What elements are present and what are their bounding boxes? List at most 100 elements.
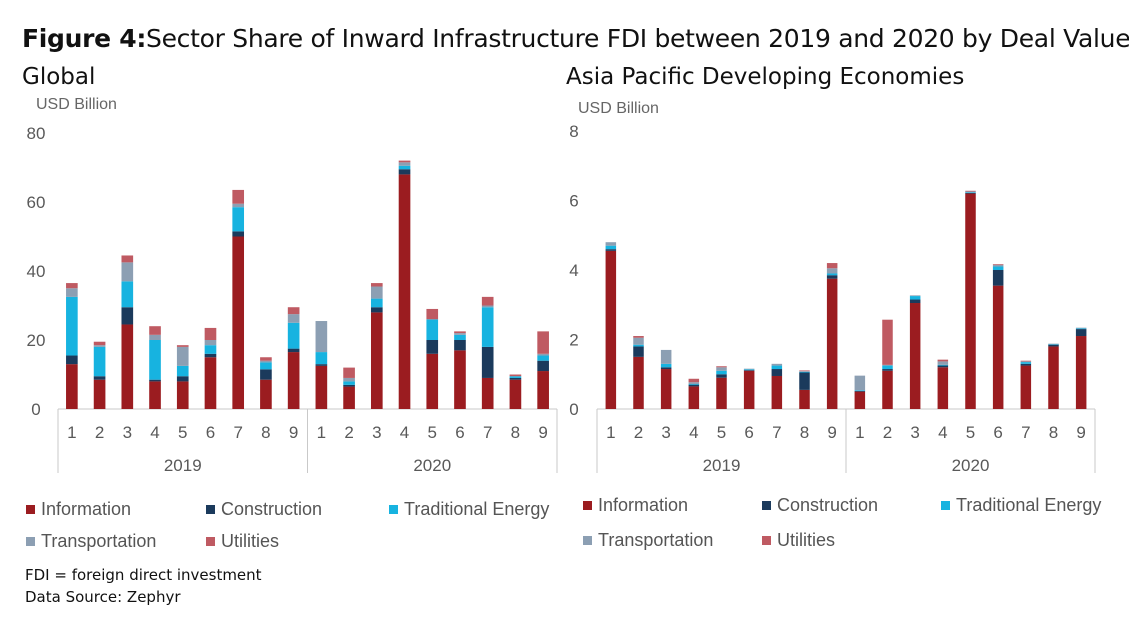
bar-segment-construction <box>176 376 189 382</box>
legend-label: Transportation <box>41 531 157 551</box>
x-tick-label: 3 <box>123 423 132 442</box>
y-tick-label: 2 <box>569 331 578 350</box>
x-tick-label: 2 <box>883 423 892 442</box>
legend-item-traditional-energy: Traditional Energy <box>389 499 549 520</box>
bar-segment-information <box>937 367 949 409</box>
bar-segment-transportation <box>93 345 106 347</box>
bar-segment-information <box>370 312 383 409</box>
bar-segment-transportation <box>398 162 411 166</box>
x-tick-label: 5 <box>966 423 975 442</box>
bar-segment-information <box>426 353 439 409</box>
bar-segment-utilities <box>537 331 549 354</box>
bar-segment-traditional-energy <box>633 344 644 347</box>
bar-segment-traditional-energy <box>93 346 106 377</box>
bar-segment-traditional-energy <box>799 371 810 373</box>
legend-swatch-information <box>583 501 592 510</box>
bar-segment-construction <box>1020 363 1032 366</box>
legend-item-transportation: Transportation <box>583 530 713 551</box>
bar-segment-utilities <box>343 367 355 378</box>
y-tick-label: 20 <box>27 331 46 350</box>
bar-segment-traditional-energy <box>398 165 411 170</box>
bar-segment-construction <box>204 353 217 358</box>
bar-segment-traditional-energy <box>287 322 300 349</box>
bar-segment-transportation <box>882 364 893 366</box>
bar-segment-transportation <box>1020 361 1032 363</box>
bar-segment-utilities <box>66 283 78 289</box>
legend-label: Utilities <box>221 531 280 551</box>
bar-segment-information <box>771 375 783 409</box>
x-tick-label: 2 <box>344 423 353 442</box>
bar-segment-utilities <box>260 357 272 361</box>
bar-segment-traditional-energy <box>716 370 727 375</box>
legend-swatch-utilities <box>206 537 215 546</box>
x-tick-label: 3 <box>372 423 381 442</box>
bar-segment-construction <box>605 249 617 251</box>
bar-segment-construction <box>633 346 644 357</box>
bar-segment-information <box>176 381 189 409</box>
x-tick-label: 5 <box>178 423 187 442</box>
bar-segment-utilities <box>121 255 134 263</box>
legend-item-information: Information <box>26 499 131 520</box>
bar-segment-utilities <box>882 319 893 365</box>
x-tick-label: 8 <box>800 423 809 442</box>
bar-segment-construction <box>315 364 328 366</box>
bar-segment-information <box>343 386 355 409</box>
bar-segment-information <box>204 357 217 409</box>
bar-segment-utilities <box>1020 360 1032 362</box>
chart-global-title: Global <box>22 64 96 90</box>
bar-segment-transportation <box>854 375 866 391</box>
bar-segment-transportation <box>287 314 300 323</box>
bar-segment-utilities <box>633 336 644 338</box>
bar-segment-information <box>799 389 810 409</box>
bar-segment-utilities <box>93 341 106 346</box>
bar-segment-construction <box>66 355 78 365</box>
legend-label: Information <box>598 495 689 515</box>
bar-segment-utilities <box>204 327 217 340</box>
bar-segment-traditional-energy <box>743 369 755 371</box>
bar-segment-transportation <box>660 349 672 364</box>
bar-segment-information <box>149 381 161 409</box>
bar-segment-transportation <box>481 305 494 308</box>
bar-segment-construction <box>1075 329 1087 337</box>
bar-segment-information <box>66 364 78 409</box>
bar-segment-traditional-energy <box>1075 328 1087 330</box>
group-label: 2020 <box>952 456 990 475</box>
bar-segment-traditional-energy <box>854 390 866 391</box>
legend-label: Utilities <box>777 530 836 550</box>
bar-segment-traditional-energy <box>909 296 921 300</box>
bar-segment-construction <box>882 369 893 371</box>
bar-segment-transportation <box>743 368 755 370</box>
bar-segment-utilities <box>688 378 700 383</box>
legend-item-utilities: Utilities <box>762 530 835 551</box>
bar-segment-utilities <box>826 263 838 269</box>
x-tick-label: 7 <box>483 423 492 442</box>
bar-segment-utilities <box>716 366 727 368</box>
legend-label: Information <box>41 499 132 519</box>
chart-global-unit: USD Billion <box>36 96 117 113</box>
x-tick-label: 1 <box>67 423 76 442</box>
bar-segment-utilities <box>965 190 976 192</box>
bar-segment-information <box>232 236 245 409</box>
bar-segment-transportation <box>605 242 617 246</box>
figure-label: Figure 4 <box>22 24 137 53</box>
bar-segment-construction <box>992 270 1004 286</box>
bar-segment-utilities <box>509 374 522 377</box>
bar-segment-transportation <box>826 268 838 274</box>
bar-segment-information <box>826 278 838 409</box>
x-tick-label: 7 <box>1021 423 1030 442</box>
bar-segment-construction <box>660 367 672 370</box>
bar-segment-construction <box>426 340 439 354</box>
x-tick-label: 4 <box>400 423 409 442</box>
bar-segment-construction <box>743 370 755 371</box>
bar-segment-traditional-energy <box>426 319 439 340</box>
bar-segment-traditional-energy <box>882 365 893 370</box>
bar-segment-traditional-energy <box>66 296 78 356</box>
bar-segment-utilities <box>481 296 494 306</box>
bar-segment-traditional-energy <box>660 363 672 368</box>
bar-segment-traditional-energy <box>537 355 549 361</box>
x-tick-label: 4 <box>689 423 698 442</box>
bar-segment-transportation <box>66 288 78 297</box>
bar-segment-information <box>315 365 328 409</box>
bar-segment-transportation <box>688 382 700 384</box>
